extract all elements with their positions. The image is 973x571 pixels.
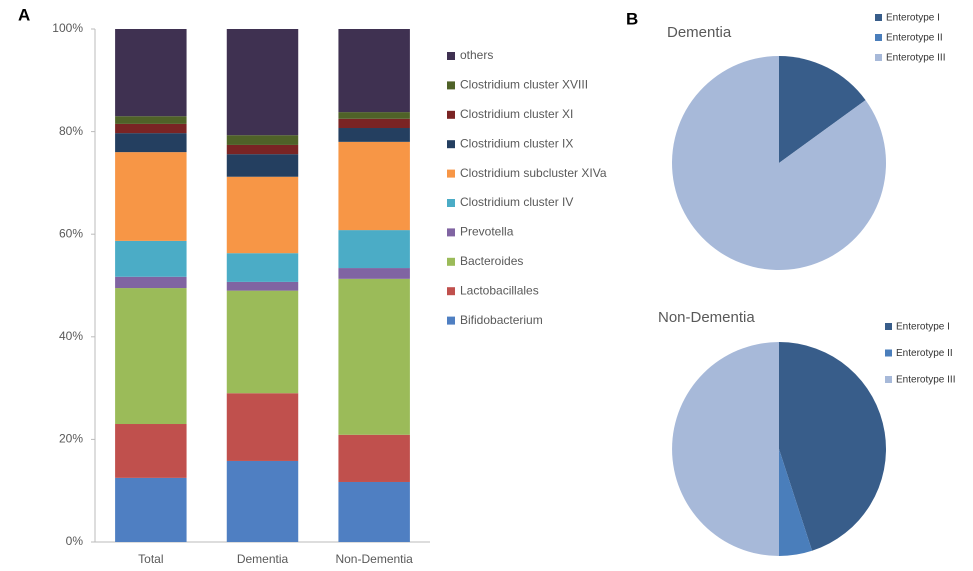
legend-label: Clostridium cluster IX <box>460 136 573 150</box>
y-tick-label: 40% <box>59 329 83 343</box>
legend-label: Bacteroides <box>460 254 523 268</box>
bar-segment <box>338 29 410 113</box>
y-tick-label: 20% <box>59 432 83 446</box>
legend-swatch <box>885 376 892 383</box>
bar-segment <box>115 477 187 542</box>
bar-segment <box>338 128 410 142</box>
legend-swatch <box>447 257 455 266</box>
legend-swatch <box>885 349 892 357</box>
y-tick-label: 100% <box>52 21 83 35</box>
bar-segment <box>338 118 410 129</box>
bar-segment <box>338 434 410 482</box>
legend-swatch <box>447 199 455 207</box>
bar-segment <box>115 288 187 425</box>
legend-label: Lactobacillales <box>460 283 539 297</box>
legend-label: Enterotype II <box>896 348 953 359</box>
legend-label: Clostridium cluster XI <box>460 107 573 121</box>
legend-swatch <box>447 52 455 60</box>
pie-slice <box>779 342 887 551</box>
bar-segment <box>226 135 299 145</box>
legend-swatch <box>875 54 882 61</box>
bar-segment <box>115 424 187 478</box>
bar-segment <box>115 133 187 153</box>
legend-swatch <box>447 228 455 237</box>
x-tick-label: Dementia <box>237 552 289 566</box>
bar-segment <box>226 144 299 155</box>
bar-segment <box>115 29 187 117</box>
legend-label: Enterotype I <box>886 13 940 24</box>
bar-segment <box>226 393 299 461</box>
legend-swatch <box>447 287 455 296</box>
bar-segment <box>338 278 410 435</box>
legend-label: Enterotype III <box>896 375 955 386</box>
bar-segment <box>226 253 299 282</box>
legend-label: Enterotype II <box>886 33 943 44</box>
legend-swatch <box>447 110 455 119</box>
bar-segment <box>226 176 299 254</box>
panel-label: A <box>18 5 30 24</box>
bar-segment <box>115 276 187 289</box>
pie-slice <box>779 449 813 556</box>
x-tick-label: Non-Dementia <box>335 552 413 566</box>
bar-segment <box>226 154 299 177</box>
bar-segment <box>226 281 299 291</box>
legend-swatch <box>875 34 882 41</box>
bar-segment <box>338 230 410 269</box>
legend-swatch <box>885 323 892 330</box>
bar-segment <box>226 29 299 136</box>
legend-label: Enterotype I <box>896 322 950 333</box>
bar-segment <box>338 268 410 279</box>
legend-swatch <box>447 140 455 149</box>
pie-slice <box>779 56 866 163</box>
bar-segment <box>338 481 410 542</box>
legend-swatch <box>447 81 455 90</box>
bar-segment <box>115 123 187 134</box>
legend-label: others <box>460 48 493 62</box>
bar-segment <box>226 290 299 394</box>
y-tick-label: 60% <box>59 226 83 240</box>
legend-label: Prevotella <box>460 225 514 239</box>
legend-swatch <box>447 169 455 178</box>
bar-segment <box>226 460 299 542</box>
pie-slice <box>672 56 886 270</box>
legend-label: Clostridium subcluster XIVa <box>460 166 607 180</box>
legend-label: Enterotype III <box>886 53 945 64</box>
pie-title: Dementia <box>667 24 732 41</box>
pie-slice <box>672 342 779 556</box>
x-tick-label: Total <box>138 552 163 566</box>
y-tick-label: 80% <box>59 124 83 138</box>
bar-segment <box>338 141 410 231</box>
legend-label: Clostridium cluster XVIII <box>460 78 588 92</box>
pie-title: Non-Dementia <box>658 309 755 326</box>
bar-segment <box>115 240 187 277</box>
y-tick-label: 0% <box>66 534 84 548</box>
legend-swatch <box>447 316 455 325</box>
legend-label: Clostridium cluster IV <box>460 195 573 209</box>
panel-label: B <box>626 9 638 28</box>
legend-swatch <box>875 14 882 21</box>
bar-segment <box>115 116 187 124</box>
bar-segment <box>115 152 187 241</box>
bar-segment <box>338 112 410 119</box>
legend-label: Bifidobacterium <box>460 313 543 327</box>
